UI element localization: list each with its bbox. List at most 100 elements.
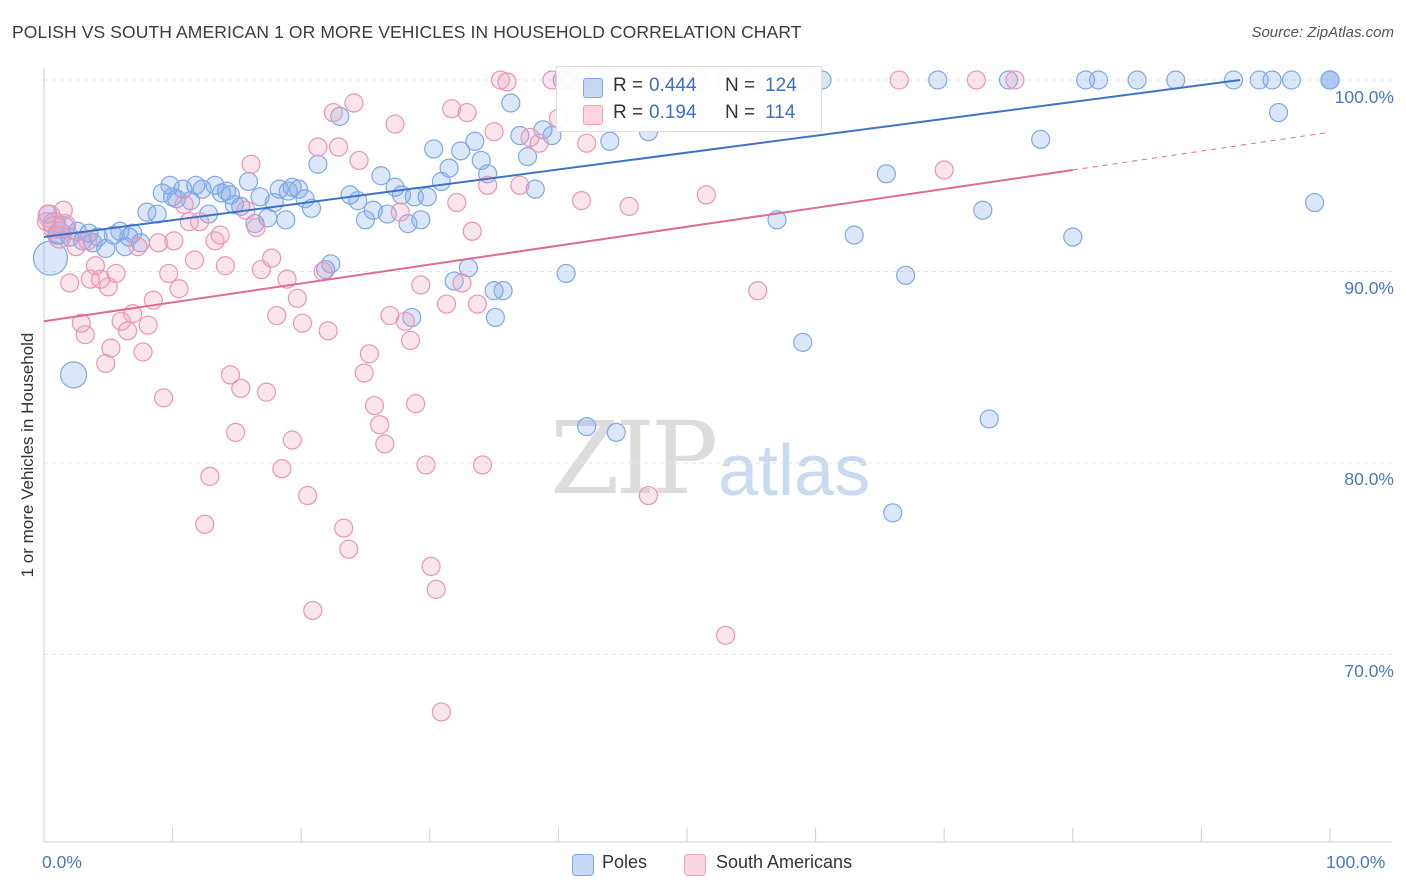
south-americans-point bbox=[36, 212, 57, 232]
south-americans-point bbox=[53, 200, 73, 220]
south-americans-point bbox=[462, 221, 482, 241]
legend-n-label: N = bbox=[725, 75, 756, 96]
y-tick-label: 90.0% bbox=[1344, 278, 1394, 298]
south-americans-point bbox=[98, 277, 118, 297]
south-americans-point bbox=[75, 325, 95, 345]
south-americans-point bbox=[138, 315, 158, 335]
south-americans-point bbox=[696, 185, 716, 205]
y-tick-label: 100.0% bbox=[1334, 87, 1394, 107]
south-americans-point bbox=[241, 154, 261, 174]
poles-point bbox=[465, 131, 485, 151]
south-americans-point bbox=[457, 102, 477, 123]
poles-legend-label: Poles bbox=[602, 852, 648, 872]
poles-point bbox=[793, 332, 813, 352]
legend-n-value: 114 bbox=[765, 102, 796, 123]
south-americans-point bbox=[715, 625, 736, 645]
y-axis-title: 1 or more Vehicles in Household bbox=[18, 332, 37, 578]
south-americans-point bbox=[210, 225, 230, 245]
south-americans-point bbox=[889, 70, 909, 90]
poles-point bbox=[1262, 70, 1282, 90]
south-americans-point bbox=[472, 455, 493, 475]
south-americans-point bbox=[339, 539, 359, 559]
poles-point bbox=[501, 93, 521, 113]
poles-point bbox=[1166, 70, 1186, 90]
poles-point bbox=[1063, 227, 1083, 247]
south-americans-point bbox=[128, 237, 148, 257]
poles-point bbox=[1281, 70, 1302, 90]
poles-point bbox=[844, 225, 864, 245]
poles-point bbox=[485, 307, 505, 328]
south-americans-point bbox=[78, 231, 98, 251]
legend-r-value: 0.194 bbox=[649, 102, 697, 123]
chart-title: POLISH VS SOUTH AMERICAN 1 OR MORE VEHIC… bbox=[12, 22, 802, 42]
poles-point bbox=[600, 131, 620, 151]
south-americans-point bbox=[364, 395, 385, 416]
south-americans-point bbox=[497, 72, 517, 92]
poles-point bbox=[88, 227, 108, 247]
south-americans-point bbox=[359, 344, 379, 364]
south-americans-point bbox=[344, 93, 364, 113]
south-americans-point bbox=[421, 556, 441, 577]
south-americans-point bbox=[96, 353, 116, 374]
legend-n-value: 124 bbox=[765, 75, 797, 96]
legend-n-label: N = bbox=[725, 102, 756, 123]
south-americans-point bbox=[169, 279, 189, 299]
poles-point bbox=[979, 409, 999, 429]
south-americans-trend-extension bbox=[1072, 131, 1331, 171]
poles-trend-line bbox=[43, 79, 1241, 239]
south-americans-point bbox=[385, 114, 405, 134]
poles-point bbox=[355, 210, 376, 230]
south-americans-point bbox=[277, 269, 297, 289]
poles-point bbox=[444, 271, 464, 291]
south-americans-point bbox=[52, 213, 77, 238]
south-americans-point bbox=[467, 294, 487, 314]
legend-r-label: R = bbox=[613, 102, 644, 123]
poles-point bbox=[973, 200, 993, 220]
south-americans-point bbox=[395, 311, 415, 331]
south-americans-point bbox=[267, 305, 287, 326]
poles-point bbox=[896, 265, 916, 285]
south-americans-point bbox=[934, 160, 954, 180]
south-americans-point bbox=[101, 338, 121, 358]
south-americans-point bbox=[205, 231, 225, 251]
south-americans-point bbox=[313, 261, 333, 282]
poles-point bbox=[556, 263, 576, 284]
poles-point bbox=[1031, 129, 1051, 149]
south-americans-point bbox=[262, 248, 282, 268]
poles-swatch-icon bbox=[572, 854, 594, 876]
poles-point bbox=[1268, 102, 1289, 123]
south-americans-point bbox=[436, 294, 457, 314]
south-americans-point bbox=[298, 485, 318, 506]
poles-point bbox=[767, 210, 787, 230]
south-americans-point bbox=[577, 133, 597, 153]
south-americans-point bbox=[442, 99, 462, 119]
south-americans-point bbox=[200, 466, 220, 487]
south-americans-point bbox=[323, 102, 343, 123]
south-americans-point bbox=[370, 415, 390, 435]
poles-point bbox=[398, 214, 418, 234]
south-americans-point bbox=[390, 202, 410, 222]
poles-point bbox=[424, 139, 444, 159]
poles-point bbox=[998, 70, 1019, 90]
poles-point bbox=[278, 181, 298, 201]
south-americans-point bbox=[226, 422, 246, 442]
poles-point bbox=[173, 179, 193, 199]
south-americans-point bbox=[272, 459, 292, 479]
south-americans-point bbox=[375, 434, 395, 454]
south-americans-point bbox=[71, 313, 91, 333]
south-americans-point bbox=[303, 600, 323, 621]
poles-point bbox=[238, 171, 259, 192]
poles-point bbox=[371, 166, 391, 186]
south-americans-point bbox=[406, 394, 426, 414]
poles-point bbox=[152, 183, 172, 203]
south-americans-point bbox=[318, 321, 338, 341]
south-americans-point bbox=[164, 231, 184, 251]
poles-point bbox=[525, 179, 545, 199]
poles-point bbox=[1127, 70, 1147, 90]
south-americans-point bbox=[748, 281, 768, 301]
south-americans-point bbox=[308, 137, 328, 157]
south-americans-point bbox=[328, 137, 349, 157]
south-americans-point bbox=[256, 382, 277, 402]
south-americans-legend-label: South Americans bbox=[716, 852, 853, 872]
south-americans-point bbox=[426, 579, 446, 599]
